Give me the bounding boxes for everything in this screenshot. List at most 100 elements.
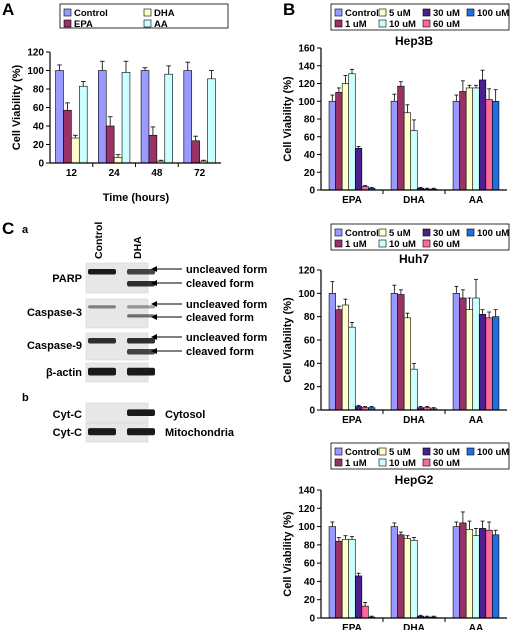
bar-control-epa	[328, 100, 336, 191]
blot-band	[127, 409, 155, 416]
legend-label-100-um: 100 uM	[477, 447, 509, 458]
bar-1-um-aa	[459, 91, 467, 191]
x-tick-label: EPA	[342, 195, 362, 206]
bar-100-um-aa	[492, 316, 500, 411]
bar-60-um-aa	[485, 317, 493, 411]
legend-swatch-control	[63, 8, 72, 17]
blot-label-parp: PARP	[52, 273, 82, 285]
annotation-cleaved-form: cleaved form	[186, 346, 254, 358]
blot-label-caspase-3: Caspase-3	[27, 307, 82, 319]
panel-sublabel-a: a	[22, 224, 29, 236]
y-tick-label: 40	[33, 122, 45, 133]
x-axis-title: Time (hours)	[103, 192, 170, 204]
legend-label-60-um: 60 uM	[433, 458, 460, 469]
lane-label-dha: DHA	[132, 236, 144, 259]
bar-control-aa	[452, 293, 460, 411]
y-tick-label: 160	[298, 44, 315, 55]
x-tick-label: AA	[469, 195, 483, 206]
bar-control-24	[98, 70, 107, 164]
legend-swatch-100-um	[466, 228, 475, 237]
y-tick-label: 40	[304, 577, 316, 588]
blot-band	[127, 338, 155, 344]
y-tick-label: 20	[304, 168, 316, 179]
bar-10-um-aa	[472, 297, 480, 411]
bar-5-um-aa	[465, 529, 474, 619]
bar-10-um-dha	[410, 539, 418, 619]
legend-swatch-dha	[143, 8, 152, 17]
x-tick-label: AA	[469, 415, 483, 426]
blot-strip-caspase-3	[85, 298, 149, 329]
panel-sublabel-b: b	[22, 392, 29, 404]
bar-control-epa	[328, 293, 336, 411]
panel-label-a: A	[2, 0, 14, 19]
bar-5-um-aa	[465, 309, 474, 411]
y-tick-label: 80	[33, 85, 45, 96]
chart-title: Hep3B	[395, 34, 433, 48]
legend-label-5-um: 5 uM	[389, 228, 411, 239]
bar-aa-72	[207, 78, 216, 164]
blot-label-actin: β-actin	[46, 367, 82, 379]
y-tick-label: 100	[298, 97, 315, 108]
annotation-cytosol: Cytosol	[165, 409, 205, 421]
annotation-uncleaved-form: uncleaved form	[186, 264, 268, 276]
bar-30-um-epa	[354, 147, 363, 191]
blot-band	[88, 428, 116, 436]
y-tick-label: 60	[33, 103, 45, 114]
blot-band	[127, 314, 155, 318]
blot-band	[127, 367, 155, 376]
legend-swatch-control	[334, 228, 343, 237]
bar-control-12	[55, 70, 64, 164]
y-tick-label: 0	[309, 614, 315, 625]
bar-60-um-aa	[485, 529, 493, 619]
bar-5-um-epa	[341, 304, 350, 411]
chart-title: HepG2	[395, 473, 434, 487]
bar-30-um-aa	[478, 79, 487, 191]
y-axis-title: Cell Viability (%)	[282, 511, 294, 597]
lane-label-control: Control	[93, 222, 105, 259]
bar-5-um-dha	[403, 538, 412, 619]
x-tick-label: EPA	[342, 415, 362, 426]
y-tick-label: 120	[298, 79, 315, 90]
legend-label-aa: AA	[154, 19, 168, 30]
legend-swatch-aa	[143, 19, 152, 28]
bar-5-um-epa	[341, 539, 350, 619]
bar-1-um-epa	[335, 309, 343, 411]
bar-control-epa	[328, 526, 336, 619]
bar-30-um-aa	[478, 528, 487, 619]
legend-swatch-30-um	[422, 447, 431, 456]
blot-band	[127, 281, 155, 287]
legend-label-10-um: 10 uM	[389, 458, 416, 469]
legend-swatch-60-um	[422, 458, 431, 467]
y-tick-label: 80	[304, 540, 316, 551]
blot-strip-caspase-9	[85, 332, 149, 361]
bar-1-um-epa	[335, 92, 343, 191]
blot-band	[127, 428, 155, 436]
legend-swatch-1-um	[334, 239, 343, 248]
bar-epa-48	[148, 134, 158, 164]
bar-10-um-aa	[472, 535, 480, 619]
y-tick-label: 20	[33, 140, 45, 151]
y-tick-label: 20	[304, 382, 316, 393]
bar-control-aa	[452, 100, 460, 191]
arrow-head	[151, 280, 157, 286]
y-tick-label: 40	[304, 359, 316, 370]
bar-epa-72	[191, 140, 200, 164]
bar-control-72	[183, 70, 193, 164]
x-tick-label: 24	[109, 168, 121, 179]
blot-band	[88, 367, 116, 376]
chart-time-course: Cell Viability (%) Time (hours) 0 20 40 60 80 1…	[11, 3, 229, 204]
annotation-uncleaved-form: uncleaved form	[186, 332, 268, 344]
bar-aa-48	[164, 73, 173, 164]
y-tick-label: 40	[304, 150, 316, 161]
bar-10-um-dha	[410, 368, 418, 411]
x-tick-label: 48	[151, 168, 163, 179]
legend-label-dha: DHA	[154, 8, 175, 19]
arrow-head	[151, 266, 157, 272]
y-tick-label: 20	[304, 595, 316, 606]
legend-box	[330, 3, 510, 31]
y-tick-label: 60	[304, 132, 316, 143]
x-tick-label: AA	[469, 623, 483, 630]
y-tick-label: 60	[304, 559, 316, 570]
chart-huh7: Huh7 Cell Viability (%) 0 20 40 60 80 100 120 EPA…	[282, 223, 510, 426]
blot-band	[127, 269, 155, 275]
